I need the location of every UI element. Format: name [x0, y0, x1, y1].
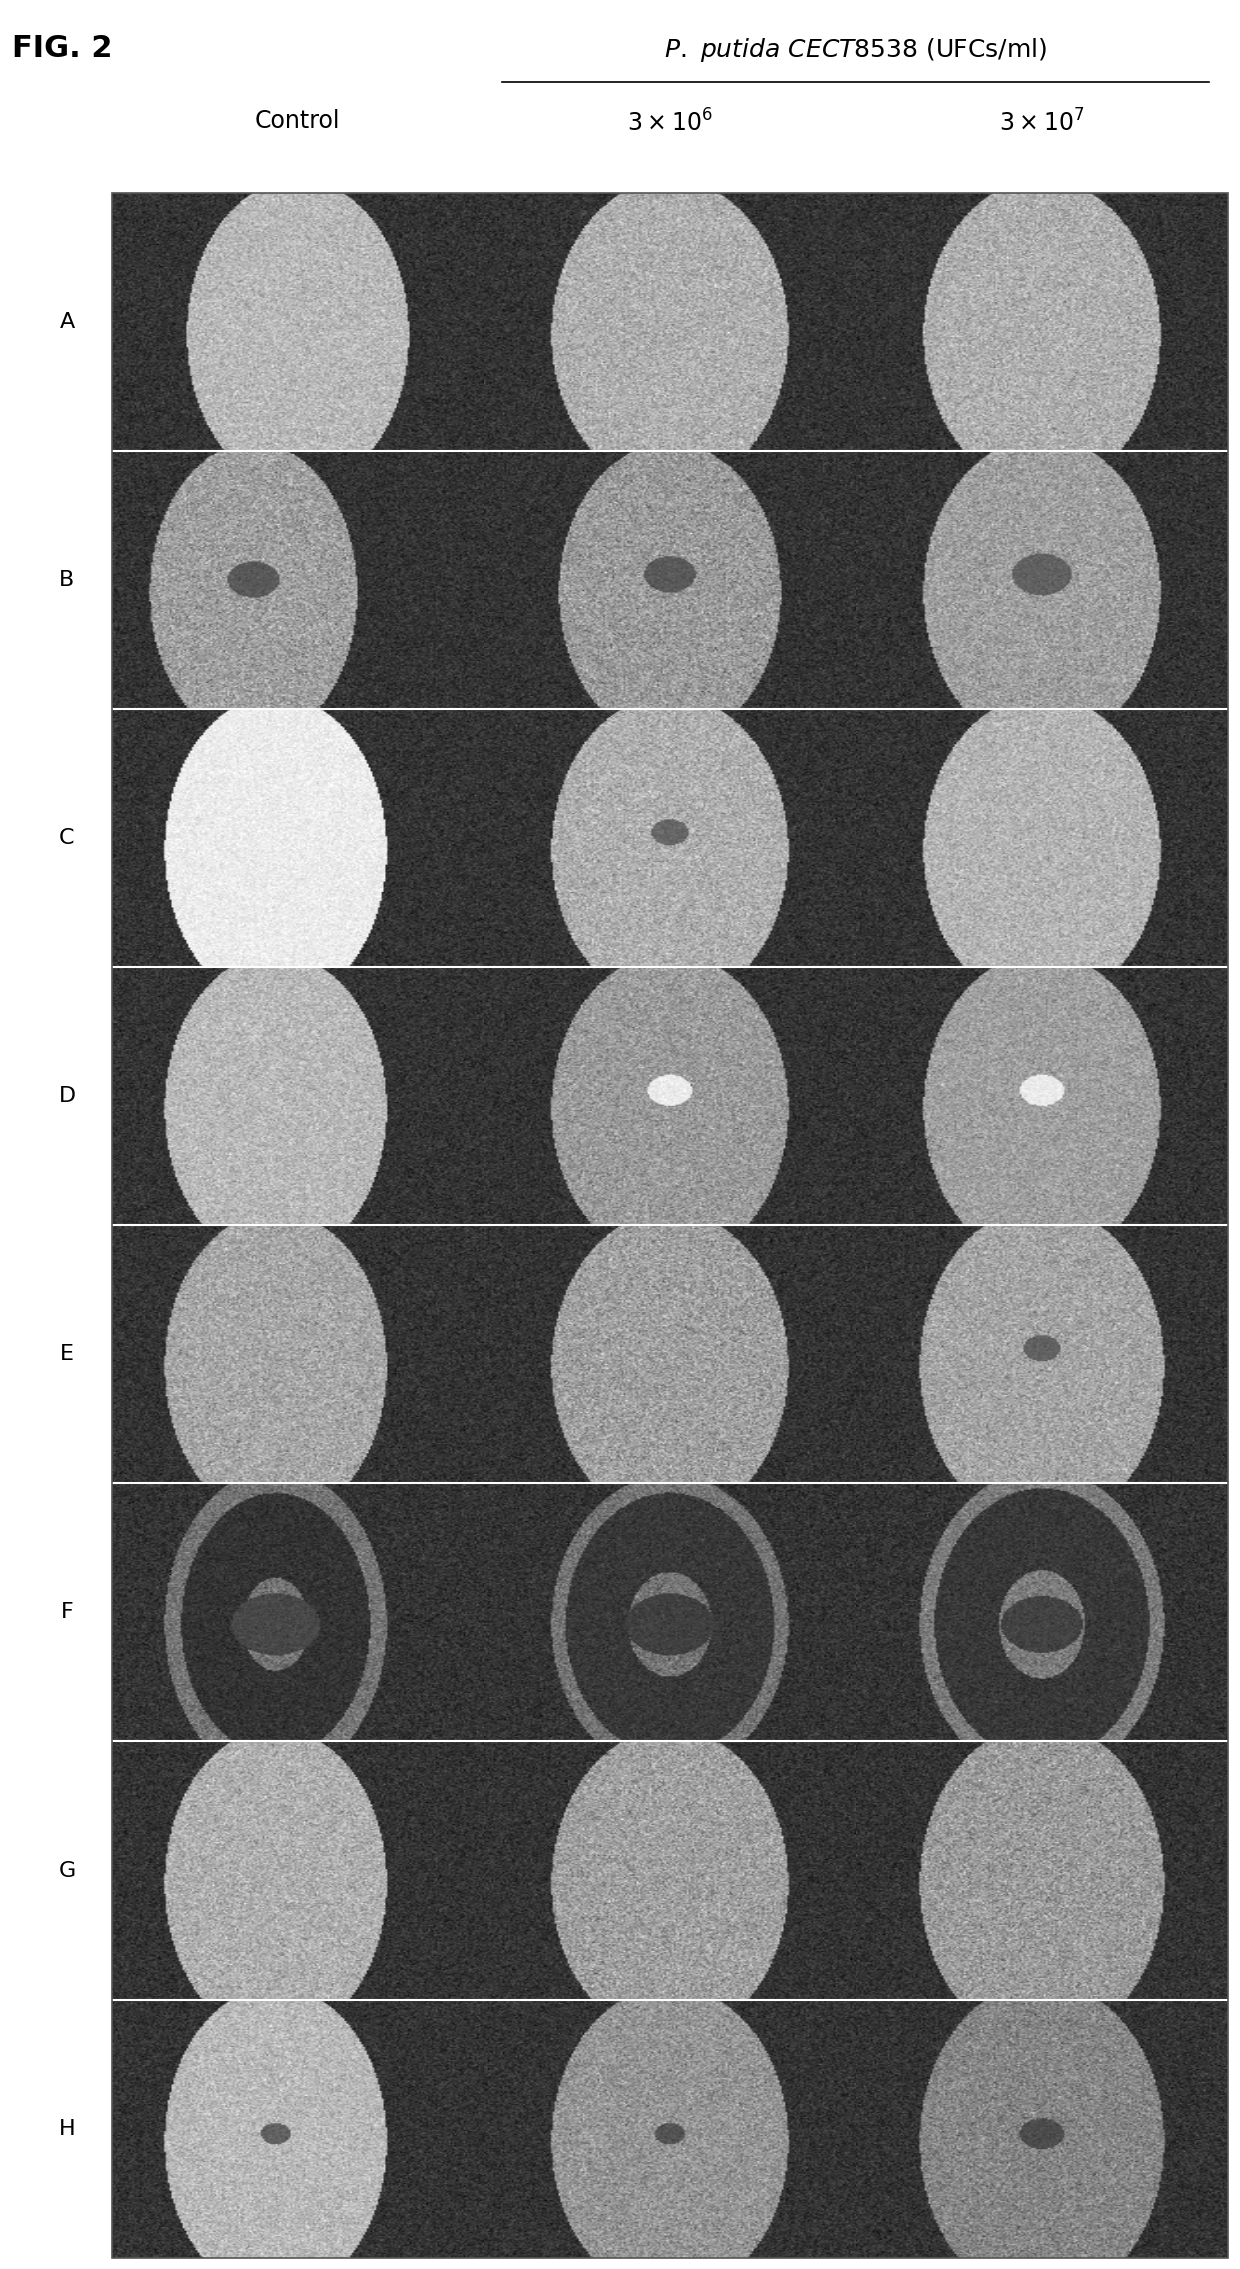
Text: A: A [60, 311, 74, 331]
Text: G: G [58, 1861, 76, 1881]
Text: Control: Control [255, 109, 340, 134]
Text: F: F [61, 1602, 73, 1622]
Text: E: E [60, 1343, 74, 1364]
Text: C: C [60, 828, 74, 849]
Text: B: B [60, 570, 74, 590]
Text: $\it{P.\ putida\ CECT8538}$ (UFCs/ml): $\it{P.\ putida\ CECT8538}$ (UFCs/ml) [665, 36, 1047, 64]
Text: D: D [58, 1087, 76, 1107]
Text: $3\times10^7$: $3\times10^7$ [999, 109, 1084, 136]
Text: H: H [58, 2119, 76, 2140]
Text: FIG. 2: FIG. 2 [12, 34, 113, 64]
Text: $3\times10^6$: $3\times10^6$ [626, 109, 713, 136]
